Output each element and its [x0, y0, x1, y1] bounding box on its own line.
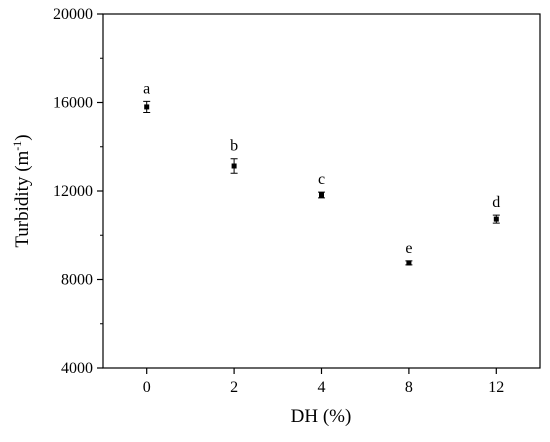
y-label-end: ) [12, 134, 33, 140]
annotation: b [230, 138, 238, 155]
annotation: c [318, 171, 325, 188]
y-tick-label: 20000 [53, 6, 93, 23]
annotation: e [405, 240, 412, 257]
annotation: d [492, 194, 500, 211]
point [493, 216, 499, 222]
y-label-main: Turbidity (m [12, 150, 33, 247]
point [231, 163, 237, 169]
point [319, 192, 324, 198]
y-tick-label: 16000 [53, 95, 93, 112]
x-tick-label: 4 [318, 379, 326, 396]
y-tick-label: 8000 [61, 272, 93, 289]
y-tick-label: 12000 [53, 183, 93, 200]
x-tick-label: 2 [230, 379, 238, 396]
x-tick-label: 8 [405, 379, 413, 396]
y-axis-label: Turbidity (m-1) [10, 134, 33, 247]
x-axis-label: DH (%) [291, 406, 352, 427]
y-label-sup: -1 [10, 141, 24, 151]
point [144, 104, 150, 110]
x-tick-label: 0 [143, 379, 151, 396]
y-tick-label: 4000 [61, 360, 93, 377]
point [406, 260, 412, 266]
plot-frame [102, 13, 541, 369]
annotation: a [143, 80, 150, 97]
x-tick-label: 12 [488, 379, 504, 396]
